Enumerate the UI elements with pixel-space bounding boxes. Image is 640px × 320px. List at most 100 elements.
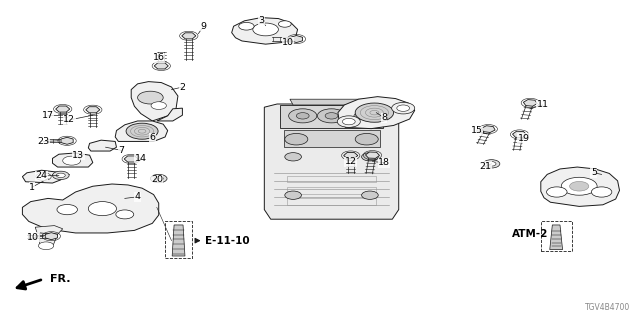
Circle shape <box>397 105 410 111</box>
Polygon shape <box>541 167 620 206</box>
Text: 14: 14 <box>135 154 147 163</box>
Bar <box>165 221 192 258</box>
Circle shape <box>253 23 278 36</box>
Polygon shape <box>264 104 399 219</box>
Bar <box>284 130 380 147</box>
Text: ATM-2: ATM-2 <box>512 228 548 239</box>
Circle shape <box>38 242 54 250</box>
Polygon shape <box>131 82 178 121</box>
Circle shape <box>346 109 374 123</box>
Polygon shape <box>88 140 116 151</box>
Polygon shape <box>291 36 303 43</box>
Bar <box>541 221 572 251</box>
Circle shape <box>355 133 378 145</box>
Circle shape <box>285 133 308 145</box>
Text: 18: 18 <box>378 158 390 167</box>
Text: 24: 24 <box>36 172 47 180</box>
Circle shape <box>296 113 309 119</box>
Polygon shape <box>61 137 73 144</box>
Circle shape <box>561 177 597 195</box>
Circle shape <box>487 162 496 166</box>
Polygon shape <box>45 233 58 240</box>
Text: 10: 10 <box>282 38 294 47</box>
Text: 12: 12 <box>63 116 75 124</box>
Polygon shape <box>56 106 70 112</box>
Text: 20: 20 <box>151 175 163 184</box>
Polygon shape <box>481 126 495 132</box>
Text: 11: 11 <box>537 100 548 109</box>
Text: 15: 15 <box>471 126 483 135</box>
Polygon shape <box>365 152 380 158</box>
Circle shape <box>52 171 69 180</box>
Circle shape <box>289 109 317 123</box>
Circle shape <box>547 187 567 197</box>
Polygon shape <box>513 131 527 138</box>
Circle shape <box>154 176 163 181</box>
Circle shape <box>342 118 355 125</box>
Circle shape <box>337 116 360 127</box>
Circle shape <box>150 174 167 183</box>
Circle shape <box>56 173 65 178</box>
Polygon shape <box>157 108 182 121</box>
Text: 21: 21 <box>479 162 491 171</box>
Text: 5: 5 <box>591 168 597 177</box>
Circle shape <box>285 153 301 161</box>
Polygon shape <box>338 97 415 129</box>
Polygon shape <box>550 225 563 250</box>
Circle shape <box>278 21 291 27</box>
Text: TGV4B4700: TGV4B4700 <box>585 303 630 312</box>
Text: 16: 16 <box>153 53 164 62</box>
Text: 4: 4 <box>134 192 141 201</box>
Circle shape <box>63 156 81 165</box>
Polygon shape <box>40 233 58 247</box>
Polygon shape <box>115 121 168 141</box>
Text: 9: 9 <box>200 22 207 31</box>
Polygon shape <box>35 226 63 234</box>
Polygon shape <box>182 33 196 39</box>
Polygon shape <box>524 100 537 106</box>
Bar <box>287 187 376 194</box>
Circle shape <box>591 187 612 197</box>
Text: 2: 2 <box>179 83 186 92</box>
Circle shape <box>138 91 163 104</box>
Polygon shape <box>232 18 298 44</box>
Text: 8: 8 <box>381 113 387 122</box>
Polygon shape <box>52 153 93 167</box>
Text: 17: 17 <box>42 111 54 120</box>
Circle shape <box>239 22 254 30</box>
Polygon shape <box>344 152 358 159</box>
Polygon shape <box>280 105 383 128</box>
Circle shape <box>151 102 166 109</box>
Polygon shape <box>124 156 138 162</box>
Text: FR.: FR. <box>50 274 70 284</box>
Text: 3: 3 <box>258 16 264 25</box>
Text: 6: 6 <box>149 133 156 142</box>
Polygon shape <box>290 99 373 105</box>
Circle shape <box>88 202 116 216</box>
Circle shape <box>362 191 378 199</box>
Circle shape <box>354 113 367 119</box>
Circle shape <box>362 153 378 161</box>
Circle shape <box>116 210 134 219</box>
Circle shape <box>392 102 415 114</box>
Text: 1: 1 <box>29 183 35 192</box>
Text: 12: 12 <box>345 157 356 166</box>
Circle shape <box>36 173 51 180</box>
Text: 23: 23 <box>38 137 49 146</box>
Polygon shape <box>22 184 159 233</box>
Polygon shape <box>172 225 185 256</box>
Text: 10: 10 <box>28 233 39 242</box>
Circle shape <box>570 181 589 191</box>
Circle shape <box>57 204 77 215</box>
Text: 7: 7 <box>118 146 125 155</box>
Circle shape <box>325 113 338 119</box>
Circle shape <box>317 109 346 123</box>
Polygon shape <box>86 107 100 113</box>
Circle shape <box>126 123 158 139</box>
Bar <box>287 176 376 182</box>
Circle shape <box>483 160 500 168</box>
Text: 13: 13 <box>72 151 84 160</box>
Circle shape <box>285 191 301 199</box>
Polygon shape <box>22 170 63 183</box>
Text: 19: 19 <box>518 134 529 143</box>
